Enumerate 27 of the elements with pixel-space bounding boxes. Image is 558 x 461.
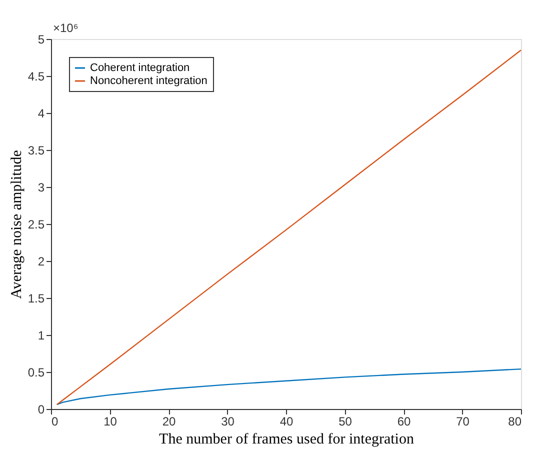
y-tick-label: 1.5 [28, 292, 45, 306]
x-tick-label: 20 [162, 414, 176, 428]
x-tick-label: 70 [456, 414, 470, 428]
x-tick-label: 60 [397, 414, 411, 428]
y-tick-label: 3.5 [28, 144, 45, 158]
x-tick-label: 30 [221, 414, 235, 428]
y-axis-title: Average noise amplitude [8, 150, 25, 299]
y-tick-label: 0 [38, 402, 45, 416]
x-tick-label: 40 [280, 414, 294, 428]
x-tick-label: 50 [338, 414, 352, 428]
text: ×10⁶ [53, 21, 78, 35]
x-axis-title: The number of frames used for integration [159, 432, 414, 448]
y-tick-label: 0.5 [28, 366, 45, 380]
x-tick-label: 0 [52, 414, 58, 428]
y-tick-label: 2.5 [28, 218, 45, 232]
line-series [56, 368, 522, 406]
y-tick-label: 3 [38, 180, 45, 194]
y-tick-label: 2 [38, 254, 45, 268]
y-tick-label: 4 [38, 106, 45, 120]
legend-label: Noncoherent integration [90, 75, 208, 87]
x-tick-label: 80 [508, 414, 522, 428]
y-tick-label: 4.5 [28, 70, 45, 84]
y-tick-label: 1 [38, 328, 45, 342]
legend-label: Coherent integration [90, 62, 190, 74]
x-tick-label: 10 [104, 414, 118, 428]
y-tick-label: 5 [38, 32, 45, 46]
line-series [56, 50, 522, 406]
